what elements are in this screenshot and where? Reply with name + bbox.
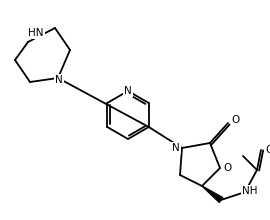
Text: N: N [124,86,132,96]
Polygon shape [202,186,223,202]
Text: H: H [248,186,256,196]
Text: NH: NH [242,186,258,196]
Text: N: N [55,75,63,85]
Text: N: N [172,143,180,153]
Text: O: O [224,163,232,173]
Text: HN: HN [28,28,44,38]
Text: O: O [265,145,270,155]
Text: O: O [232,115,240,125]
